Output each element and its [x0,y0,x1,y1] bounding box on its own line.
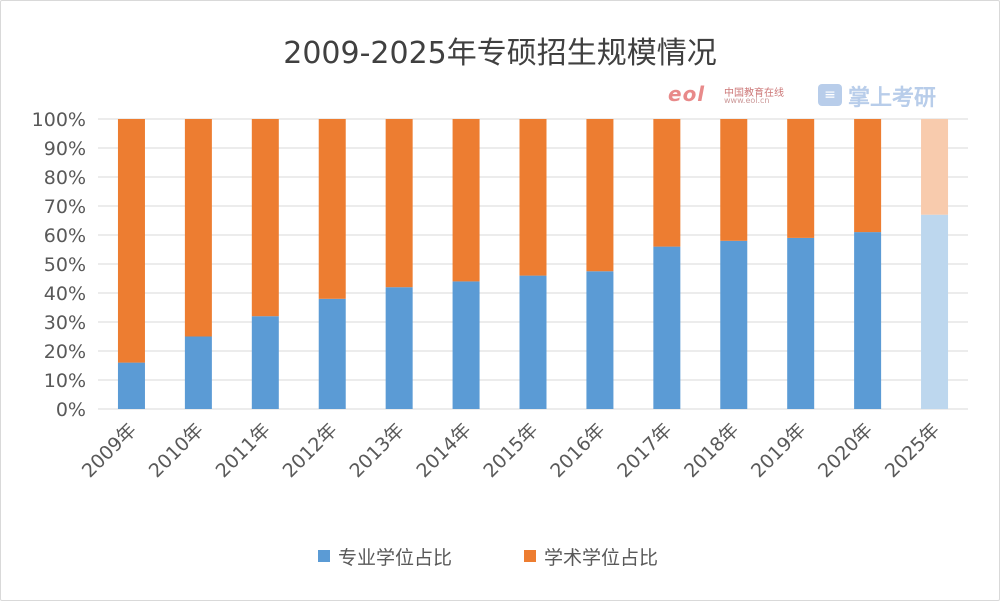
bar-academic [854,119,882,233]
bar-academic [720,119,748,241]
bar-professional [251,316,279,409]
legend-label-academic: 学术学位占比 [544,546,659,569]
y-tick-label: 30% [44,312,86,334]
bar-professional [184,336,212,409]
bar-academic [117,119,145,363]
bar-professional [586,271,614,409]
bar-professional [787,237,815,409]
x-tick-label: 2011年 [212,419,275,482]
bar-professional [653,246,681,409]
bar-professional [854,232,882,409]
x-tick-label: 2015年 [479,419,542,482]
bar-professional [385,287,413,409]
bar-academic [519,119,547,276]
y-tick-label: 0% [56,399,86,421]
bar-academic [318,119,346,299]
bar-academic [787,119,815,238]
chart-title: 2009-2025年专硕招生规模情况 [283,36,717,71]
bar-academic [251,119,279,317]
x-tick-label: 2018年 [680,419,743,482]
y-tick-label: 70% [44,196,86,218]
x-tick-label: 2012年 [279,419,342,482]
x-tick-label: 2025年 [881,419,944,482]
x-tick-label: 2020年 [814,419,877,482]
bar-academic [653,119,681,247]
x-tick-label: 2014年 [412,419,475,482]
y-tick-label: 100% [32,109,86,131]
y-tick-label: 10% [44,370,86,392]
legend-item-professional: 专业学位占比 [318,541,452,571]
x-tick-label: 2010年 [145,419,208,482]
eol-logo-text: eol [668,82,706,106]
bar-academic [921,119,949,215]
bar-academic [385,119,413,288]
legend-label-professional: 专业学位占比 [338,546,453,569]
eol-logo-cn: 中国教育在线 [724,88,784,99]
bar-professional [452,281,480,409]
eol-logo-url: www.eol.cn [724,96,770,105]
y-tick-label: 40% [44,283,86,305]
bar-professional [117,362,145,409]
legend-swatch-professional [318,550,330,562]
eol-logo: eol 中国教育在线 www.eol.cn [668,82,818,108]
legend-item-academic: 学术学位占比 [524,541,658,571]
bar-professional [921,214,949,409]
y-tick-label: 50% [44,254,86,276]
bar-professional [519,275,547,409]
chart-legend: 专业学位占比 学术学位占比 [0,541,1000,571]
x-tick-label: 2017年 [613,419,676,482]
y-tick-label: 20% [44,341,86,363]
bar-academic [586,119,614,272]
bar-academic [184,119,212,337]
x-tick-label: 2013年 [346,419,409,482]
legend-swatch-academic [524,550,536,562]
book-icon: ≡ [818,84,842,106]
y-tick-label: 90% [44,138,86,160]
bar-academic [452,119,480,282]
zhangshang-logo-text: 掌上考研 [848,86,937,111]
x-tick-label: 2019年 [747,419,810,482]
x-tick-label: 2016年 [546,419,609,482]
y-tick-label: 80% [44,167,86,189]
y-tick-label: 60% [44,225,86,247]
bar-professional [318,298,346,409]
bar-professional [720,240,748,409]
x-tick-label: 2009年 [78,419,141,482]
